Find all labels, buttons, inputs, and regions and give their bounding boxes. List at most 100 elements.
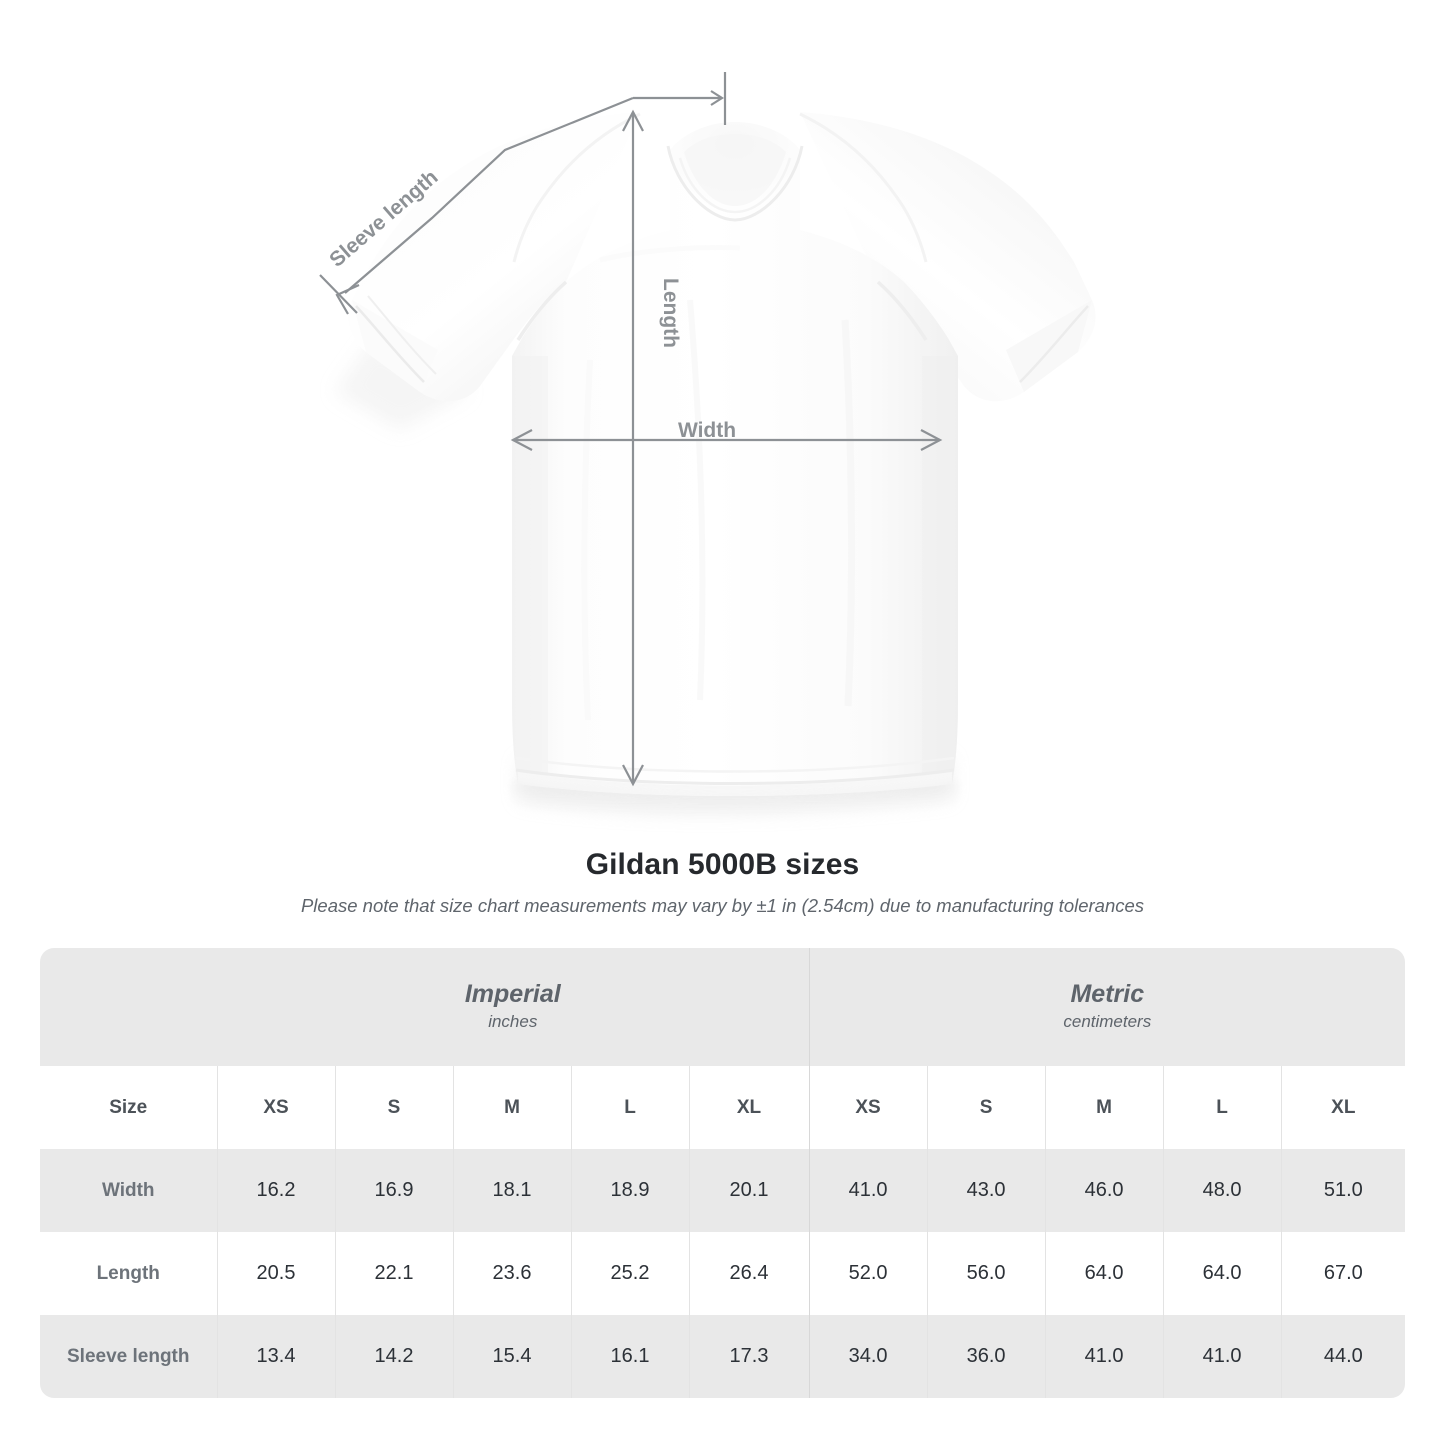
cell-value: 16.1 [610, 1345, 650, 1367]
cell-value: 23.6 [492, 1262, 532, 1284]
cell-value: 17.3 [729, 1345, 769, 1367]
table-cell: 51.0 [1280, 1149, 1406, 1232]
table-cell: 15.4 [452, 1315, 571, 1398]
column-header-cell: M [1044, 1066, 1164, 1149]
table-cell: 52.0 [808, 1232, 928, 1315]
unit-group-imperial-name: Imperial [464, 979, 561, 1008]
cell-value: 52.0 [848, 1262, 888, 1284]
table-cell: 25.2 [570, 1232, 689, 1315]
column-header-label: S [979, 1096, 993, 1118]
unit-group-metric: Metric centimeters [808, 948, 1406, 1066]
unit-group-header-row: Imperial inches Metric centimeters [40, 948, 1406, 1066]
table-cell: 16.2 [216, 1149, 335, 1232]
table-cell: 41.0 [1044, 1315, 1164, 1398]
cell-value: 64.0 [1202, 1262, 1242, 1284]
table-cell: 67.0 [1280, 1232, 1406, 1315]
column-header-cell: L [1162, 1066, 1282, 1149]
unit-group-imperial: Imperial inches [217, 948, 810, 1066]
page-subtitle: Please note that size chart measurements… [300, 895, 1145, 916]
table-cell: 18.1 [452, 1149, 571, 1232]
column-header-cell: XS [216, 1066, 335, 1149]
column-header-label: M [504, 1096, 520, 1118]
table-cell: 43.0 [926, 1149, 1046, 1232]
row-label: Sleeve length [67, 1345, 190, 1367]
table-cell: 26.4 [688, 1232, 810, 1315]
width-label: Width [678, 419, 736, 442]
table-cell: 20.5 [216, 1232, 335, 1315]
cell-value: 43.0 [966, 1179, 1006, 1201]
row-label-cell: Sleeve length [40, 1315, 217, 1398]
shirt-shape [348, 112, 1096, 818]
column-header-label: S [387, 1096, 401, 1118]
cell-value: 26.4 [729, 1262, 769, 1284]
cell-value: 16.9 [374, 1179, 414, 1201]
table-cell: 22.1 [334, 1232, 453, 1315]
cell-value: 44.0 [1323, 1345, 1363, 1367]
table-cell: 16.9 [334, 1149, 453, 1232]
tshirt-measurement-diagram: Sleeve length Length Width [319, 72, 1096, 818]
table-cell: 34.0 [808, 1315, 928, 1398]
cell-value: 64.0 [1084, 1262, 1124, 1284]
cell-value: 56.0 [966, 1262, 1006, 1284]
table-cell: 18.9 [570, 1149, 689, 1232]
row-label-cell: Width [40, 1149, 217, 1232]
cell-value: 41.0 [848, 1179, 888, 1201]
unit-group-metric-name: Metric [1070, 979, 1145, 1008]
table-cell: 17.3 [688, 1315, 810, 1398]
table-cell: 44.0 [1280, 1315, 1406, 1398]
column-header-cell: M [452, 1066, 571, 1149]
table-cell: 64.0 [1044, 1232, 1164, 1315]
table-row: Width 16.2 16.9 18.1 18.9 20.1 41.0 43.0… [40, 1149, 1406, 1232]
row-label-cell: Length [40, 1232, 217, 1315]
column-header-cell: XL [1280, 1066, 1406, 1149]
row-label: Width [101, 1179, 155, 1201]
unit-group-metric-unit: centimeters [1063, 1011, 1152, 1031]
cell-value: 36.0 [966, 1345, 1006, 1367]
table-row: Length 20.5 22.1 23.6 25.2 26.4 52.0 56.… [40, 1232, 1406, 1315]
row-label: Length [96, 1262, 160, 1284]
unit-group-imperial-unit: inches [488, 1011, 538, 1031]
cell-value: 16.2 [256, 1179, 296, 1201]
column-header-label: L [1216, 1096, 1228, 1118]
corner-header-cell: Size [40, 1066, 217, 1149]
page-title: Gildan 5000B sizes [585, 848, 860, 881]
cell-value: 46.0 [1084, 1179, 1124, 1201]
tshirt-illustration: Sleeve length Length Width [319, 72, 1096, 818]
cell-value: 25.2 [610, 1262, 650, 1284]
cell-value: 18.1 [492, 1179, 532, 1201]
column-header-label: L [624, 1096, 636, 1118]
width-dimension [510, 429, 943, 451]
column-header-cell: S [926, 1066, 1046, 1149]
table-cell: 48.0 [1162, 1149, 1282, 1232]
table-cell: 41.0 [808, 1149, 928, 1232]
cell-value: 22.1 [374, 1262, 414, 1284]
column-header-label: XS [855, 1096, 881, 1118]
table-cell: 64.0 [1162, 1232, 1282, 1315]
column-header-label: XL [1331, 1096, 1356, 1118]
cell-value: 14.2 [374, 1345, 414, 1367]
column-header-cell: S [334, 1066, 453, 1149]
cell-value: 20.1 [729, 1179, 769, 1201]
sleeve-length-dimension [319, 72, 727, 315]
table-cell: 16.1 [570, 1315, 689, 1398]
table-cell: 23.6 [452, 1232, 571, 1315]
column-header-label: XL [736, 1096, 762, 1118]
table-cell: 46.0 [1044, 1149, 1164, 1232]
cell-value: 51.0 [1323, 1179, 1363, 1201]
cell-value: 41.0 [1084, 1345, 1124, 1367]
length-label: Length [659, 278, 682, 348]
column-header-cell: XL [688, 1066, 810, 1149]
table-cell: 56.0 [926, 1232, 1046, 1315]
cell-value: 13.4 [256, 1345, 296, 1367]
cell-value: 34.0 [848, 1345, 888, 1367]
column-header-label: XS [263, 1096, 289, 1118]
size-chart-table: Imperial inches Metric centimeters Size … [40, 948, 1406, 1398]
unit-header-spacer [40, 948, 217, 1066]
cell-value: 48.0 [1202, 1179, 1242, 1201]
column-header-cell: XS [808, 1066, 928, 1149]
corner-header-label: Size [109, 1096, 148, 1118]
cell-value: 41.0 [1202, 1345, 1242, 1367]
measurement-annotations [319, 72, 943, 787]
column-header-cell: L [570, 1066, 689, 1149]
table-cell: 36.0 [926, 1315, 1046, 1398]
